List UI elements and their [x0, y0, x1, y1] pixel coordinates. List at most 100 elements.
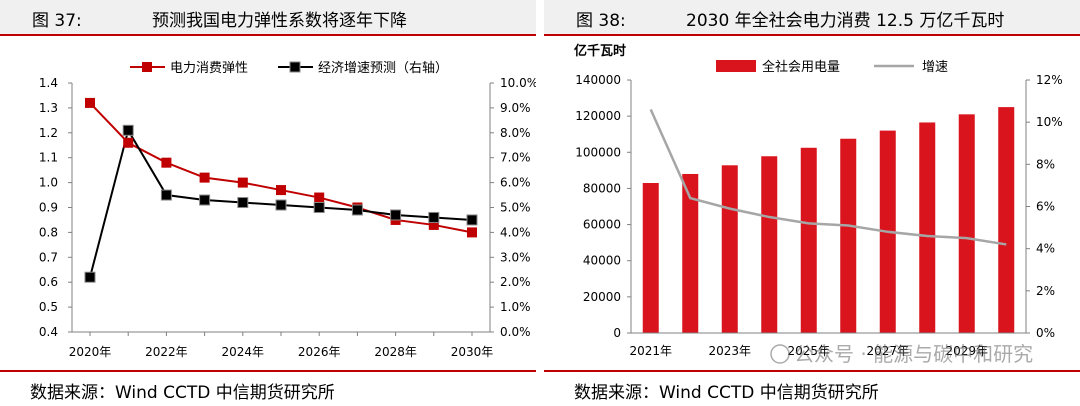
left-tick-label: 80000 — [583, 181, 621, 195]
right-tick-label: 4% — [1036, 242, 1055, 256]
gdp-growth-marker — [390, 209, 402, 221]
consumption-bar — [840, 138, 857, 333]
x-tick-label: 2030年 — [451, 345, 494, 359]
elasticity-chart: 0.4 0.5 0.6 0.7 0.8 0.9 1.0 1.1 1.2 1.3 1.4 0.0% 1.0… — [39, 61, 536, 359]
consumption-chart: 亿千瓦时 0 20000 40000 60000 80000 100000 120000 140… — [574, 43, 1063, 366]
left-tick-label: 1.3 — [39, 101, 58, 115]
right-tick-label: 4.0% — [500, 225, 531, 239]
consumption-bar — [919, 122, 936, 333]
legend-swatch-consumption — [716, 60, 756, 72]
x-tick-label: 2023年 — [708, 344, 751, 358]
figure-footer: 数据来源：Wind CCTD 中信期货研究所 — [544, 370, 1080, 406]
legend-label-consumption: 全社会用电量 — [762, 59, 840, 75]
gdp-growth-marker — [466, 214, 478, 226]
left-tick-label: 20000 — [583, 290, 621, 304]
figure-footer: 数据来源：Wind CCTD 中信期货研究所 — [0, 370, 536, 406]
legend-label-gdp-growth: 经济增速预测（右轴） — [318, 61, 448, 76]
elasticity-marker — [276, 185, 286, 196]
x-tick-label: 2028年 — [374, 345, 417, 359]
consumption-bar — [958, 114, 975, 333]
elasticity-marker — [199, 172, 210, 183]
left-tick-label: 0.5 — [39, 300, 58, 314]
figure-title: 预测我国电力弹性系数将逐年下降 — [152, 11, 407, 31]
data-source: 数据来源：Wind CCTD 中信期货研究所 — [30, 383, 335, 403]
right-tick-label: 7.0% — [500, 151, 531, 165]
right-tick-label: 0.0% — [500, 325, 531, 339]
elasticity-marker — [428, 219, 439, 230]
left-tick-label: 140000 — [575, 73, 621, 87]
right-tick-label: 1.0% — [500, 300, 531, 314]
left-tick-label: 60000 — [583, 218, 621, 232]
series-line-elasticity — [89, 102, 473, 234]
right-tick-label: 6.0% — [500, 176, 531, 190]
right-tick-label: 5.0% — [500, 201, 531, 215]
left-tick-label: 1.0 — [39, 176, 58, 190]
legend-marker-gdp-growth — [289, 61, 301, 73]
legend-marker-elasticity — [142, 62, 152, 72]
left-tick-label: 0.7 — [39, 250, 58, 264]
gdp-growth-marker — [428, 211, 440, 223]
figure-header: 图 38: 2030 年全社会电力消费 12.5 万亿千瓦时 — [544, 0, 1080, 36]
elasticity-marker — [314, 192, 325, 203]
x-tick-label: 2022年 — [145, 345, 188, 359]
right-tick-label: 3.0% — [500, 250, 531, 264]
chart-panel-elasticity: 图 37: 预测我国电力弹性系数将逐年下降 0.4 0.5 0.6 0.7 0.8 0.9… — [0, 0, 536, 404]
consumption-bar — [642, 183, 659, 333]
consumption-bar — [800, 147, 817, 333]
legend-label-elasticity: 电力消费弹性 — [170, 61, 248, 76]
left-tick-label: 1.1 — [39, 151, 58, 165]
right-tick-label: 8.0% — [500, 126, 531, 140]
left-tick-label: 0.8 — [39, 225, 58, 239]
left-tick-label: 0 — [613, 326, 621, 340]
gdp-growth-marker — [199, 194, 211, 206]
figure-number: 图 37: — [32, 11, 82, 31]
consumption-bar — [682, 173, 699, 333]
gdp-growth-marker — [237, 197, 249, 209]
x-tick-label: 2025年 — [787, 344, 830, 358]
data-source: 数据来源：Wind CCTD 中信期货研究所 — [574, 383, 879, 403]
left-tick-label: 0.6 — [39, 275, 58, 289]
x-tick-label: 2027年 — [866, 344, 909, 358]
right-tick-label: 10.0% — [500, 76, 536, 90]
right-tick-label: 12% — [1036, 73, 1063, 87]
left-tick-label: 40000 — [583, 254, 621, 268]
elasticity-marker — [161, 157, 172, 168]
gdp-growth-marker — [84, 271, 96, 283]
watermark: 公众号 · 能源与碳中和研究 — [770, 342, 1033, 366]
right-tick-label: 9.0% — [500, 101, 531, 115]
x-tick-label: 2026年 — [298, 345, 341, 359]
watermark-icon — [770, 344, 790, 364]
figure-number: 图 38: — [576, 11, 626, 31]
elasticity-marker — [237, 177, 248, 188]
legend-label-growth: 增速 — [922, 60, 948, 75]
consumption-bar — [721, 165, 738, 333]
left-tick-label: 1.4 — [39, 76, 58, 90]
figure-title: 2030 年全社会电力消费 12.5 万亿千瓦时 — [686, 11, 1005, 31]
left-tick-label: 1.2 — [39, 126, 58, 140]
gdp-growth-marker — [160, 189, 172, 201]
chart-panel-consumption: 图 38: 2030 年全社会电力消费 12.5 万亿千瓦时 亿千瓦时 0 2000… — [544, 0, 1080, 404]
left-tick-label: 120000 — [575, 109, 621, 123]
consumption-bar — [998, 107, 1015, 333]
right-tick-label: 2.0% — [500, 275, 531, 289]
x-tick-label: 2020年 — [69, 345, 112, 359]
right-tick-label: 0% — [1036, 326, 1055, 340]
x-tick-label: 2024年 — [222, 345, 265, 359]
watermark-text: 公众号 · 能源与碳中和研究 — [794, 342, 1033, 366]
x-tick-label: 2021年 — [629, 344, 672, 358]
series-line-growth — [649, 109, 1007, 246]
right-tick-label: 6% — [1036, 200, 1055, 214]
gdp-growth-marker — [351, 204, 363, 216]
left-tick-label: 0.4 — [39, 325, 58, 339]
gdp-growth-marker — [275, 199, 287, 211]
figure-header: 图 37: 预测我国电力弹性系数将逐年下降 — [0, 0, 536, 36]
gdp-growth-marker — [313, 202, 325, 213]
left-tick-label: 0.9 — [39, 201, 58, 215]
right-tick-label: 10% — [1036, 115, 1063, 129]
x-tick-label: 2029年 — [945, 344, 988, 358]
gdp-growth-marker — [122, 124, 134, 136]
elasticity-marker — [123, 137, 134, 148]
right-tick-label: 8% — [1036, 157, 1055, 171]
right-tick-label: 2% — [1036, 284, 1055, 298]
left-tick-label: 100000 — [575, 145, 621, 159]
